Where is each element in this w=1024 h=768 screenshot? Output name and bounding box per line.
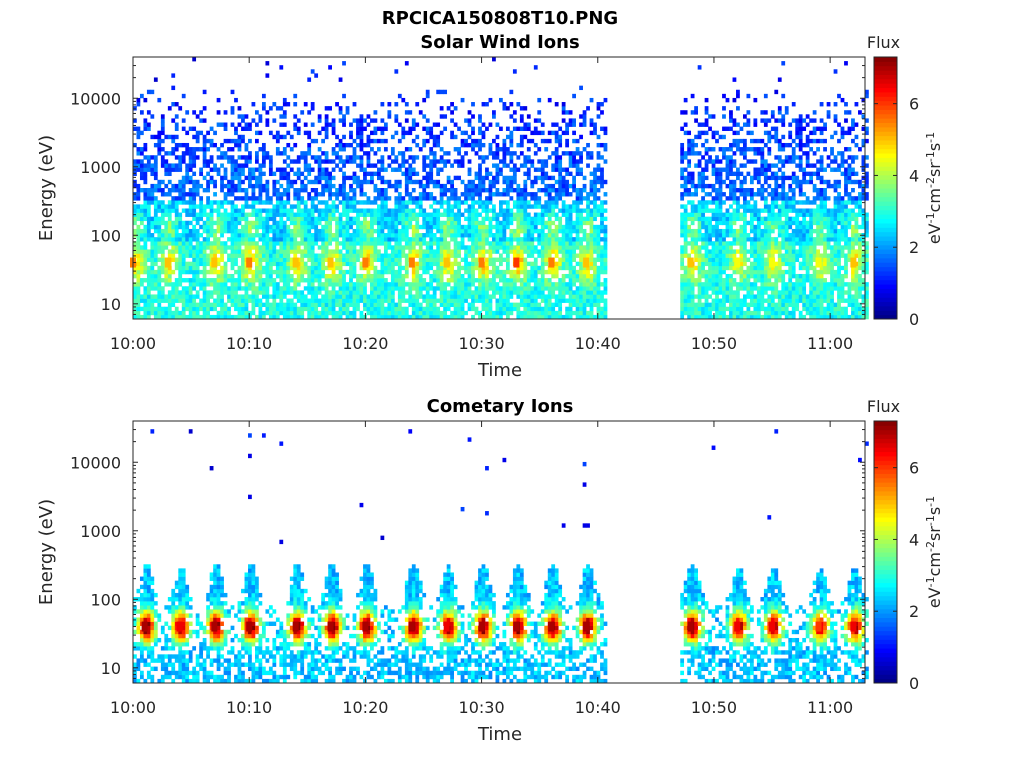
x-tick-label: 10:30 xyxy=(459,334,505,353)
burst-peak xyxy=(850,257,857,268)
burst-peak xyxy=(141,621,148,632)
burst-peak xyxy=(850,621,857,632)
burst-peak xyxy=(443,257,450,268)
x-tick-label: 10:40 xyxy=(575,334,621,353)
burst-peak xyxy=(734,621,741,632)
burst-peak xyxy=(292,621,299,632)
burst-peak xyxy=(687,621,694,632)
x-tick-label: 11:00 xyxy=(807,698,853,717)
x-tick-label: 10:20 xyxy=(342,698,388,717)
colorbar-tick-label: 0 xyxy=(909,310,919,329)
burst-peak xyxy=(211,257,218,268)
x-tick-label: 10:10 xyxy=(226,334,272,353)
burst-peak xyxy=(327,621,334,632)
colorbar-tick-label: 0 xyxy=(909,674,919,693)
burst-peak xyxy=(292,257,299,268)
x-axis: 10:00 10:10 10:20 10:30 10:40 10:50 11:00 xyxy=(110,421,853,717)
colorbar: 0 2 4 6 Flux eV-1cm-2sr-1s-1 xyxy=(867,397,944,693)
plot-frame xyxy=(132,420,866,684)
burst-peak xyxy=(815,621,822,632)
burst-peak xyxy=(443,621,450,632)
y-axis: 10 100 1000 10000 xyxy=(70,420,865,684)
x-tick-label: 10:00 xyxy=(110,334,156,353)
x-tick-label: 10:20 xyxy=(342,334,388,353)
y-tick-label: 100 xyxy=(90,590,121,609)
burst-peak xyxy=(478,257,485,268)
y-axis-label: Energy (eV) xyxy=(36,135,57,241)
x-axis-label: Time xyxy=(477,724,522,745)
colorbar-tick-label: 6 xyxy=(909,95,919,114)
y-tick-label: 10000 xyxy=(70,89,121,108)
y-tick-label: 10 xyxy=(101,295,121,314)
burst-peak xyxy=(815,257,822,268)
figure-title: RPCICA150808T10.PNG xyxy=(382,8,618,29)
burst-peak xyxy=(408,257,415,268)
burst-peak xyxy=(687,257,694,268)
colorbar-title: Flux xyxy=(867,33,900,52)
colorbar-units-label: eV-1cm-2sr-1s-1 xyxy=(924,496,944,608)
burst-peak xyxy=(478,621,485,632)
colorbar-units-label: eV-1cm-2sr-1s-1 xyxy=(924,132,944,244)
y-tick-label: 100 xyxy=(90,226,121,245)
x-tick-label: 11:00 xyxy=(807,334,853,353)
y-tick-label: 10 xyxy=(101,659,121,678)
burst-peak xyxy=(327,257,334,268)
colorbar-tick-label: 4 xyxy=(909,530,919,549)
burst-peak xyxy=(164,257,171,268)
x-axis: 10:00 10:10 10:20 10:30 10:40 10:50 11:00 xyxy=(110,57,853,353)
colorbar-title: Flux xyxy=(867,397,900,416)
colorbar: 0 2 4 6 Flux eV-1cm-2sr-1s-1 xyxy=(867,33,944,329)
colorbar-tick-label: 4 xyxy=(909,166,919,185)
x-tick-label: 10:00 xyxy=(110,698,156,717)
x-axis-label: Time xyxy=(477,360,522,381)
spectrogram-cells xyxy=(133,57,869,320)
x-tick-label: 10:10 xyxy=(226,698,272,717)
x-tick-label: 10:50 xyxy=(691,698,737,717)
burst-peak xyxy=(513,257,520,268)
burst-peak xyxy=(769,257,776,268)
x-tick-label: 10:40 xyxy=(575,698,621,717)
burst-peak xyxy=(408,621,415,632)
colorbar-tick-label: 2 xyxy=(909,602,919,621)
burst-marks xyxy=(141,621,857,632)
burst-peak xyxy=(362,621,369,632)
burst-peak xyxy=(513,621,520,632)
burst-peak xyxy=(583,257,590,268)
plot-frame xyxy=(132,56,866,320)
burst-peak xyxy=(583,621,590,632)
panel-title: Solar Wind Ions xyxy=(420,32,579,53)
burst-peak xyxy=(548,621,555,632)
x-tick-label: 10:30 xyxy=(459,698,505,717)
burst-peak xyxy=(548,257,555,268)
y-tick-label: 10000 xyxy=(70,453,121,472)
burst-peak xyxy=(246,621,253,632)
y-tick-label: 1000 xyxy=(80,522,121,541)
colorbar-tick-label: 6 xyxy=(909,459,919,478)
spectrogram-cells xyxy=(133,429,869,684)
y-tick-label: 1000 xyxy=(80,158,121,177)
burst-peak xyxy=(362,257,369,268)
y-axis: 10 100 1000 10000 xyxy=(70,56,865,320)
colorbar-tick-label: 2 xyxy=(909,238,919,257)
burst-peak xyxy=(246,257,253,268)
panel-title: Cometary Ions xyxy=(427,396,574,417)
burst-peak xyxy=(176,621,183,632)
y-axis-label: Energy (eV) xyxy=(36,499,57,605)
x-tick-label: 10:50 xyxy=(691,334,737,353)
burst-peak xyxy=(734,257,741,268)
burst-peak xyxy=(769,621,776,632)
burst-peak xyxy=(211,621,218,632)
